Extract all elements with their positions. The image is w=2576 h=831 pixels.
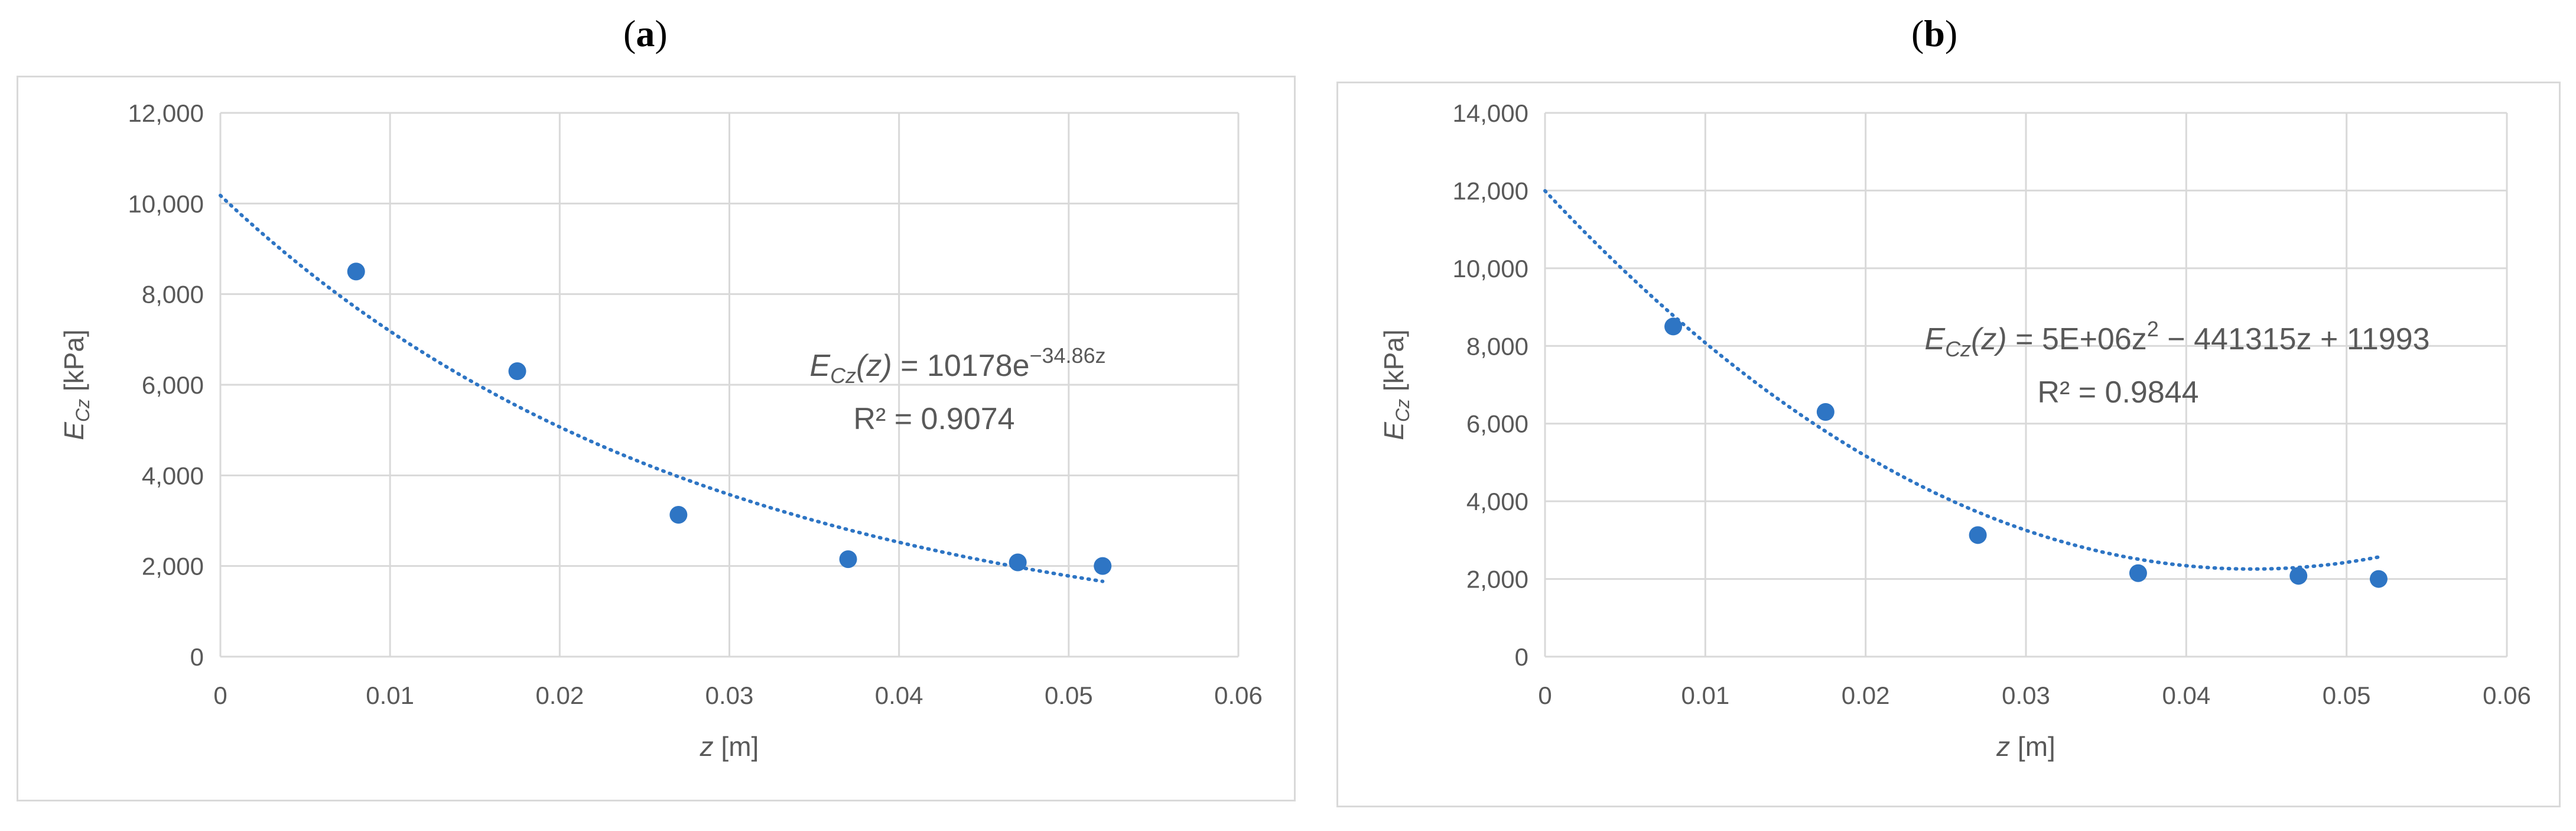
y-tick-label: 8,000 [142, 281, 204, 309]
y-tick-label: 14,000 [1453, 99, 1528, 127]
data-point [1664, 317, 1683, 336]
trendline-equation: ECz(z) = 5E+06z2 − 441315z + 11993 [1924, 317, 2429, 361]
x-tick-label: 0.03 [705, 681, 754, 709]
data-point [2369, 570, 2388, 588]
x-tick-label: 0 [213, 681, 227, 709]
x-tick-label: 0.02 [535, 681, 584, 709]
x-tick-label: 0.05 [2323, 681, 2371, 709]
y-tick-label: 0 [190, 643, 204, 671]
r-squared-label: R² = 0.9844 [2037, 375, 2198, 410]
x-axis-title: z [m] [1996, 731, 2055, 762]
y-tick-label: 12,000 [1453, 177, 1528, 204]
panel-label-b: (b) [1911, 12, 1958, 54]
x-tick-label: 0.06 [1214, 681, 1263, 709]
x-tick-label: 0.01 [1681, 681, 1729, 709]
y-tick-label: 8,000 [1466, 332, 1528, 360]
x-tick-label: 0.05 [1045, 681, 1093, 709]
data-point [839, 550, 857, 569]
y-tick-label: 6,000 [142, 371, 204, 399]
y-tick-label: 4,000 [1466, 488, 1528, 515]
data-point [2129, 564, 2147, 582]
y-tick-label: 6,000 [1466, 410, 1528, 438]
x-tick-label: 0 [1538, 681, 1552, 709]
data-point [669, 506, 688, 524]
x-tick-label: 0.02 [1842, 681, 1890, 709]
y-tick-label: 0 [1515, 643, 1528, 671]
x-tick-label: 0.06 [2483, 681, 2531, 709]
chart-b: 0 2,000 4,000 6,000 8,000 10,000 12,000 14,000 0… [1378, 99, 2531, 762]
trendline-equation: ECz(z) = 10178e−34.86z [809, 343, 1105, 388]
chart-b-frame: 0 2,000 4,000 6,000 8,000 10,000 12,000 14,000 0… [1336, 82, 2561, 807]
y-tick-label: 2,000 [142, 553, 204, 580]
data-point [1969, 526, 1987, 544]
x-tick-label: 0.04 [2162, 681, 2210, 709]
trendline [1543, 189, 2380, 571]
x-axis-title: z [m] [700, 731, 759, 762]
x-tick-label: 0.01 [366, 681, 414, 709]
data-point [1009, 553, 1027, 572]
r-squared-label: R² = 0.9074 [853, 402, 1014, 436]
data-point [508, 362, 526, 380]
x-tick-label: 0.04 [875, 681, 923, 709]
chart-a-frame: 0 2,000 4,000 6,000 8,000 10,000 12,000 0 0.01 0.… [17, 76, 1296, 801]
chart-a: 0 2,000 4,000 6,000 8,000 10,000 12,000 0 0.01 0.… [58, 99, 1263, 762]
y-tick-label: 2,000 [1466, 566, 1528, 593]
y-tick-label: 10,000 [1453, 255, 1528, 283]
x-tick-label: 0.03 [2002, 681, 2050, 709]
y-axis-title: ECz [kPa] [58, 329, 93, 440]
y-axis-title: ECz [kPa] [1378, 329, 1413, 440]
y-tick-label: 4,000 [142, 462, 204, 489]
trendline [219, 193, 1105, 583]
data-point [347, 262, 365, 281]
data-point [1816, 403, 1835, 421]
y-tick-label: 10,000 [128, 190, 204, 218]
data-point [2289, 567, 2308, 585]
panel-label-a: (a) [623, 12, 668, 54]
data-point [1094, 557, 1112, 575]
y-tick-label: 12,000 [128, 99, 204, 127]
